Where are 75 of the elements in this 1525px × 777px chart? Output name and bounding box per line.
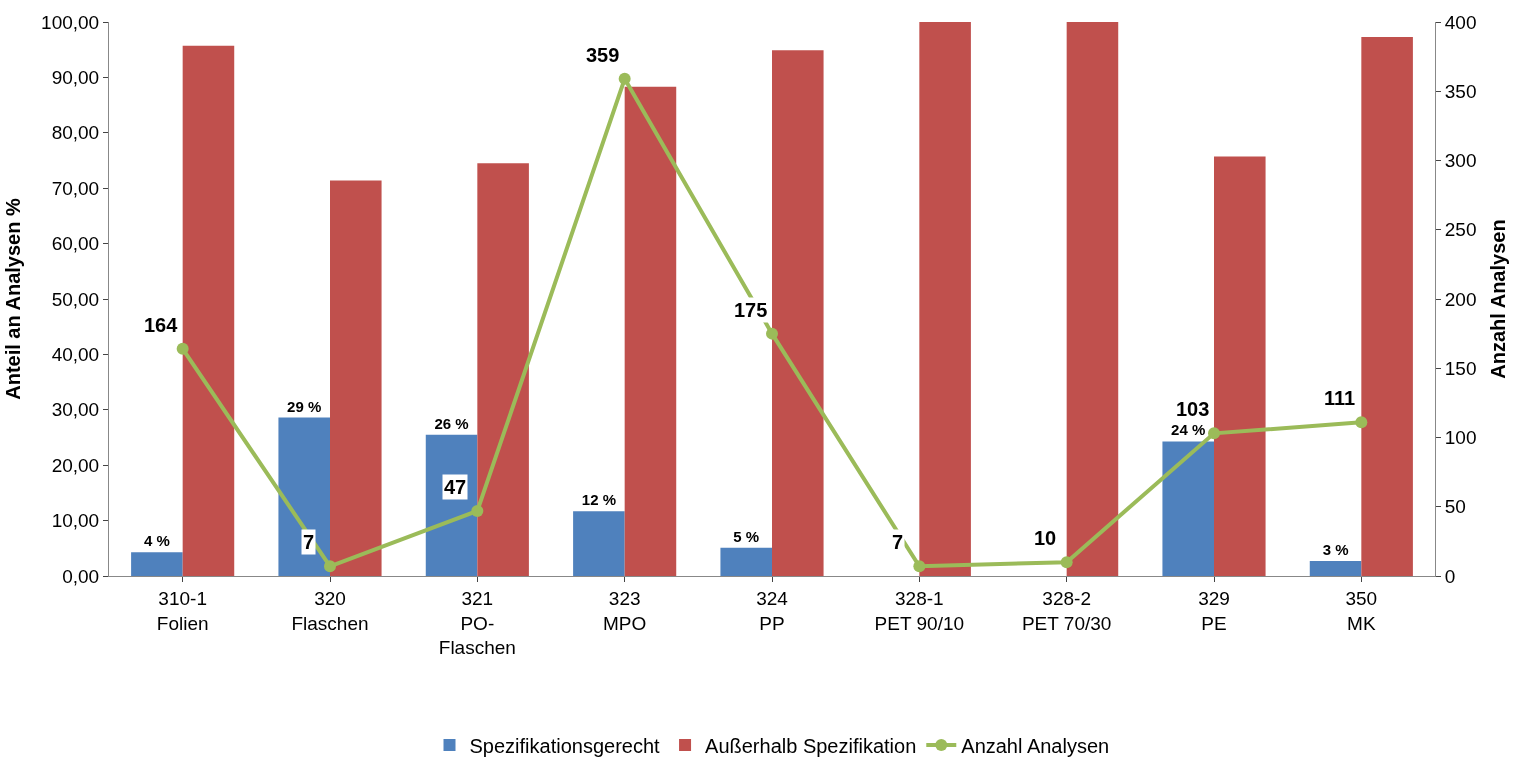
data-label: 12 % bbox=[581, 491, 616, 509]
point bbox=[618, 72, 631, 85]
data-label: 7 bbox=[303, 531, 315, 553]
bar bbox=[1162, 441, 1214, 576]
data-label: 24 % bbox=[1171, 421, 1206, 439]
bar bbox=[278, 417, 330, 576]
y-tick-label: 10,00 bbox=[51, 510, 100, 532]
y-tick-label: 20,00 bbox=[51, 454, 100, 476]
bar bbox=[720, 547, 772, 576]
legend-label: Anzahl Analysen bbox=[961, 734, 1110, 757]
x-tick-label: 329 PE bbox=[1198, 587, 1230, 634]
bar bbox=[624, 86, 677, 576]
y-tick-label: 40,00 bbox=[51, 344, 100, 366]
bar bbox=[1066, 22, 1119, 576]
y-tick-label: 0,00 bbox=[62, 565, 100, 587]
x-tick-label: 350 MK bbox=[1345, 587, 1378, 634]
x-tick-label: 321 PO- Flaschen bbox=[438, 587, 516, 659]
data-label: 5 % bbox=[733, 527, 760, 545]
bar bbox=[330, 180, 382, 576]
y2-tick-label: 200 bbox=[1444, 288, 1477, 310]
x-tick-label: 324 PP bbox=[756, 587, 789, 634]
y2-tick-label: 0 bbox=[1444, 565, 1456, 587]
data-label: 10 bbox=[1034, 527, 1057, 549]
legend-label: Spezifikationsgerecht bbox=[469, 734, 661, 757]
x-tick-label: 328-1 PET 90/10 bbox=[874, 587, 965, 634]
point bbox=[913, 560, 926, 573]
point bbox=[1060, 556, 1073, 569]
x-tick-label: 323 MPO bbox=[603, 587, 647, 634]
x-tick-label: 328-2 PET 70/30 bbox=[1021, 587, 1112, 634]
bar bbox=[919, 22, 971, 576]
data-label: 3 % bbox=[1322, 541, 1349, 559]
bar bbox=[1309, 561, 1362, 576]
bar bbox=[573, 511, 625, 576]
bar bbox=[772, 50, 824, 576]
y-axis-title: Anteil an Analysen % bbox=[1, 198, 24, 400]
y-tick-label: 90,00 bbox=[51, 67, 100, 89]
data-label: 164 bbox=[144, 314, 179, 336]
data-label: 7 bbox=[892, 531, 904, 553]
bar bbox=[477, 163, 529, 576]
bar bbox=[131, 552, 183, 576]
y-tick-label: 80,00 bbox=[51, 122, 100, 144]
y2-tick-label: 250 bbox=[1444, 219, 1477, 241]
y2-axis-title: Anzahl Analysen bbox=[1487, 219, 1509, 379]
y-tick-label: 50,00 bbox=[51, 288, 100, 310]
point bbox=[1355, 416, 1368, 429]
bar bbox=[182, 45, 235, 576]
y-tick-label: 100,00 bbox=[41, 11, 100, 33]
data-label: 175 bbox=[734, 299, 768, 321]
y2-tick-label: 50 bbox=[1444, 496, 1466, 518]
y2-tick-label: 400 bbox=[1444, 11, 1477, 33]
point bbox=[176, 342, 189, 355]
data-label: 4 % bbox=[143, 532, 170, 550]
data-label: 47 bbox=[444, 476, 467, 498]
y2-tick-label: 100 bbox=[1444, 427, 1477, 449]
y-tick-label: 60,00 bbox=[51, 233, 100, 255]
y-tick-label: 70,00 bbox=[51, 177, 100, 199]
data-label: 103 bbox=[1176, 398, 1210, 420]
data-label: 359 bbox=[586, 44, 620, 66]
x-tick-label: 310-1 Folien bbox=[156, 587, 209, 634]
bar bbox=[1214, 156, 1266, 576]
x-tick-label: 320 Flaschen bbox=[291, 587, 369, 634]
y2-tick-label: 300 bbox=[1444, 150, 1477, 172]
bar bbox=[425, 434, 478, 576]
point bbox=[1208, 427, 1220, 440]
bar bbox=[1361, 36, 1413, 576]
y2-tick-label: 350 bbox=[1444, 80, 1477, 102]
point bbox=[766, 327, 778, 340]
point bbox=[471, 504, 484, 517]
data-label: 111 bbox=[1324, 387, 1356, 409]
legend-label: Außerhalb Spezifikation bbox=[705, 734, 917, 757]
point bbox=[324, 560, 336, 573]
y-tick-label: 30,00 bbox=[51, 399, 100, 421]
data-label: 26 % bbox=[434, 414, 469, 432]
data-label: 29 % bbox=[287, 397, 322, 415]
y2-tick-label: 150 bbox=[1444, 357, 1477, 379]
